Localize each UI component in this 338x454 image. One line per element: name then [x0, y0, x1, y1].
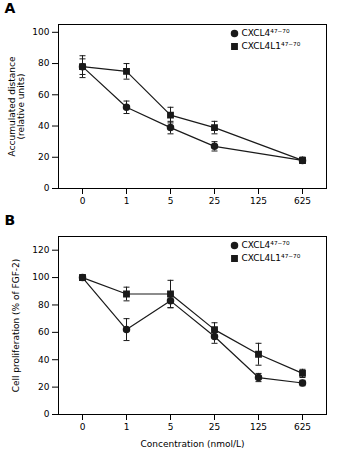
svg-text:A: A — [5, 0, 16, 16]
svg-text:25: 25 — [209, 196, 220, 206]
svg-text:CXCL4⁴⁷⁻⁷⁰: CXCL4⁴⁷⁻⁷⁰ — [242, 240, 290, 250]
svg-text:CXCL4L1⁴⁷⁻⁷⁰: CXCL4L1⁴⁷⁻⁷⁰ — [242, 253, 301, 263]
svg-text:Concentration (nmol/L): Concentration (nmol/L) — [140, 439, 244, 449]
svg-text:5: 5 — [168, 422, 174, 432]
svg-text:40: 40 — [38, 355, 50, 365]
svg-text:0: 0 — [80, 422, 86, 432]
svg-text:Accumulated distance(relative: Accumulated distance(relative units) — [7, 56, 26, 156]
svg-text:80: 80 — [38, 300, 50, 310]
svg-text:40: 40 — [38, 121, 50, 131]
svg-text:100: 100 — [32, 27, 49, 37]
svg-text:CXCL4⁴⁷⁻⁷⁰: CXCL4⁴⁷⁻⁷⁰ — [242, 28, 290, 38]
svg-text:B: B — [5, 212, 16, 228]
svg-text:60: 60 — [38, 327, 50, 337]
svg-text:100: 100 — [32, 272, 49, 282]
svg-text:20: 20 — [38, 382, 50, 392]
svg-text:CXCL4L1⁴⁷⁻⁷⁰: CXCL4L1⁴⁷⁻⁷⁰ — [242, 41, 301, 51]
svg-text:625: 625 — [294, 196, 311, 206]
svg-text:0: 0 — [44, 183, 50, 193]
svg-text:125: 125 — [250, 196, 267, 206]
svg-text:5: 5 — [168, 196, 174, 206]
svg-text:0: 0 — [80, 196, 86, 206]
svg-text:625: 625 — [294, 422, 311, 432]
svg-text:0: 0 — [44, 409, 50, 419]
svg-text:1: 1 — [124, 422, 130, 432]
svg-text:20: 20 — [38, 152, 50, 162]
svg-text:25: 25 — [209, 422, 220, 432]
svg-text:120: 120 — [32, 245, 49, 255]
svg-text:Cell proliferation (% of FGF-2: Cell proliferation (% of FGF-2) — [11, 259, 21, 393]
svg-text:125: 125 — [250, 422, 267, 432]
svg-text:80: 80 — [38, 58, 50, 68]
svg-text:60: 60 — [38, 90, 50, 100]
svg-text:1: 1 — [124, 196, 130, 206]
